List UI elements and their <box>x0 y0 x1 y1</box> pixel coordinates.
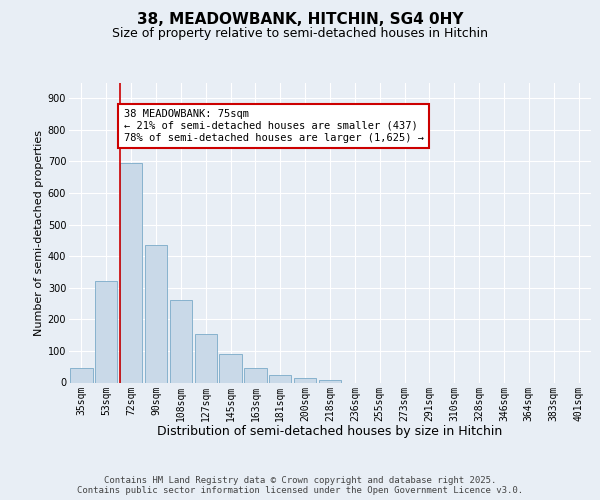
Bar <box>244 368 266 382</box>
Bar <box>95 282 118 382</box>
Text: Size of property relative to semi-detached houses in Hitchin: Size of property relative to semi-detach… <box>112 28 488 40</box>
Text: 38, MEADOWBANK, HITCHIN, SG4 0HY: 38, MEADOWBANK, HITCHIN, SG4 0HY <box>137 12 463 28</box>
Bar <box>170 300 192 382</box>
Bar <box>145 245 167 382</box>
Text: 38 MEADOWBANK: 75sqm
← 21% of semi-detached houses are smaller (437)
78% of semi: 38 MEADOWBANK: 75sqm ← 21% of semi-detac… <box>124 110 424 142</box>
Bar <box>194 334 217 382</box>
Bar <box>269 374 292 382</box>
Bar <box>294 378 316 382</box>
Bar <box>319 380 341 382</box>
X-axis label: Distribution of semi-detached houses by size in Hitchin: Distribution of semi-detached houses by … <box>157 424 503 438</box>
Y-axis label: Number of semi-detached properties: Number of semi-detached properties <box>34 130 44 336</box>
Bar <box>120 163 142 382</box>
Bar <box>220 354 242 382</box>
Bar <box>70 368 92 382</box>
Text: Contains HM Land Registry data © Crown copyright and database right 2025.
Contai: Contains HM Land Registry data © Crown c… <box>77 476 523 495</box>
